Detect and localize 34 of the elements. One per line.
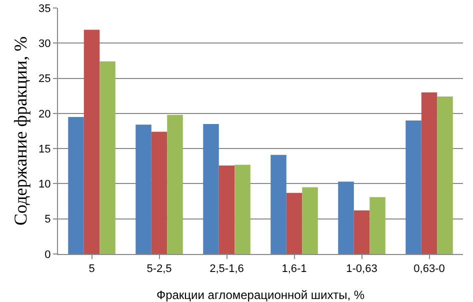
x-tick-label: 1,6-1 [282, 263, 307, 276]
bar [302, 187, 318, 254]
bar [338, 182, 354, 254]
x-tick-label: 5 [88, 263, 95, 276]
y-tick-label: 30 [38, 38, 51, 50]
y-tick-label: 20 [38, 108, 51, 120]
y-tick-label: 0 [44, 248, 51, 261]
x-tick-label: 0,63-0 [414, 263, 445, 276]
bar [354, 210, 370, 254]
bar [421, 92, 438, 254]
bar [203, 124, 219, 254]
y-tick-label: 35 [38, 2, 51, 15]
bar [437, 96, 453, 254]
bar [84, 30, 100, 254]
y-tick-label: 25 [38, 73, 51, 86]
x-axis-title: Фракции агломерационной шихты, % [156, 288, 365, 302]
bar [136, 124, 152, 254]
y-tick-label: 10 [38, 178, 51, 191]
x-tick-label: 2,5-1,6 [210, 263, 244, 276]
x-tick-label: 5-2,5 [146, 263, 172, 276]
bar [100, 61, 116, 254]
bar [370, 197, 386, 254]
bar [270, 154, 286, 254]
y-tick-label: 5 [44, 214, 51, 226]
bar [167, 114, 183, 254]
bar [406, 120, 422, 254]
y-tick-label: 15 [38, 143, 51, 156]
bar [234, 164, 250, 254]
x-tick-label: 1-0,63 [346, 263, 378, 276]
bar [68, 116, 84, 254]
bar [286, 192, 302, 254]
bar [218, 165, 235, 254]
y-axis-title: Содержание фракции, % [10, 36, 31, 226]
bar [151, 132, 168, 254]
